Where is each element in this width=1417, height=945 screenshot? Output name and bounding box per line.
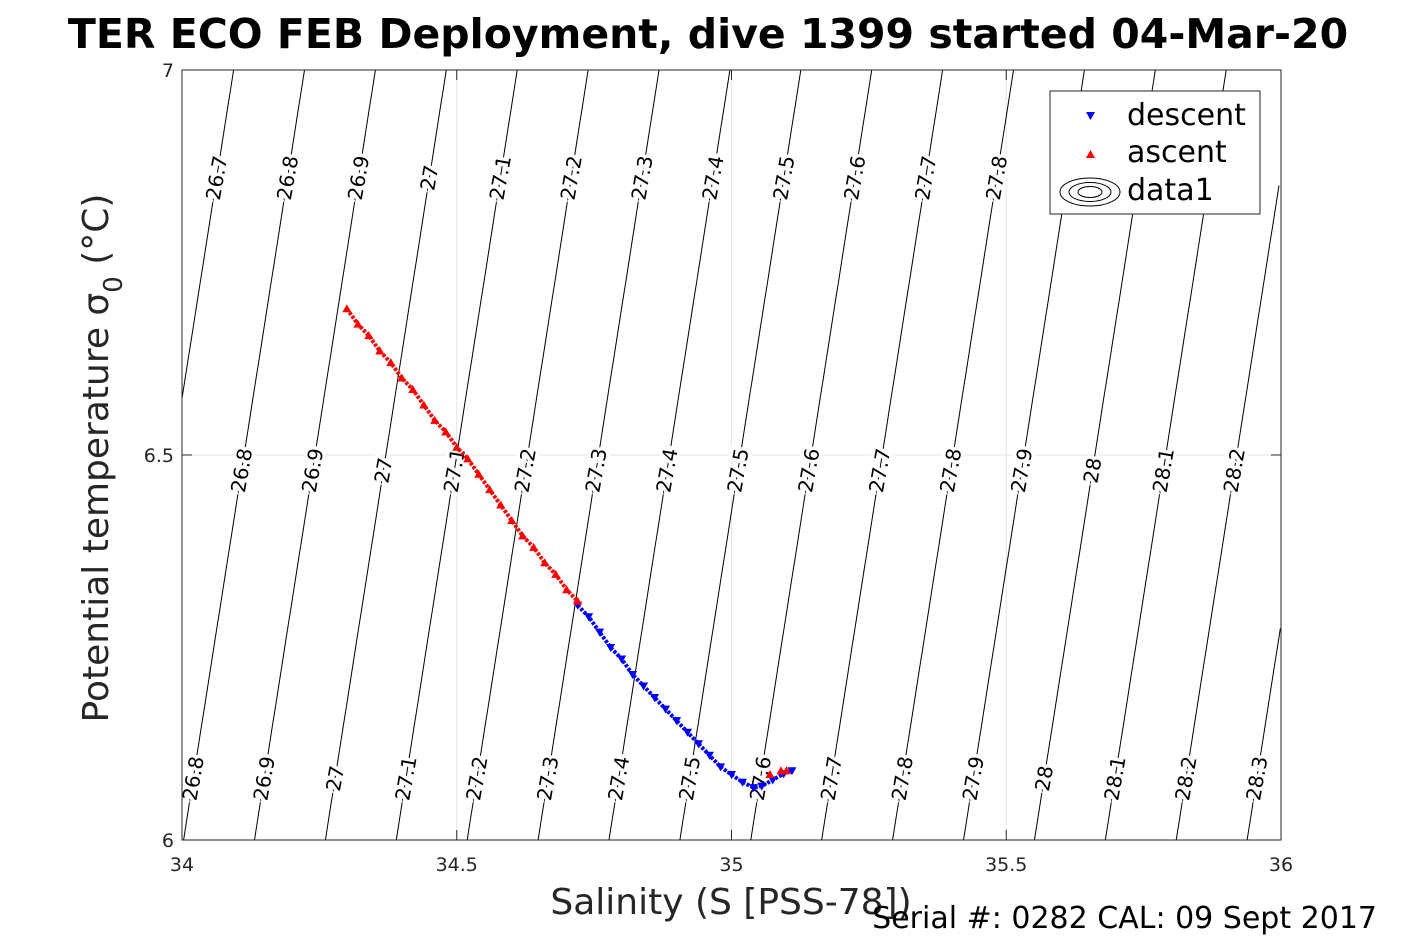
contour-label-27.4: 27.4 [651,446,682,494]
contour-line-27.6 [750,69,873,841]
contour-label-27.9: 27.9 [1006,446,1037,494]
contour-label-27: 27 [415,163,443,192]
contour-label-26.8: 26.8 [272,154,303,202]
contour-label-27.3: 27.3 [580,446,611,494]
x-tick-label-0: 34 [170,854,194,876]
chart-title: TER ECO FEB Deployment, dive 1399 starte… [68,10,1348,58]
contour-line-28.3 [1246,628,1281,841]
contour-line-27.4 [608,69,731,841]
legend-descent-marker [1086,112,1095,120]
contour-line-27.7 [821,69,944,841]
contour-line-27.1 [395,69,518,841]
ascent-track [345,307,580,603]
x-axis-label: Salinity (S [PSS-78]) [550,882,911,923]
legend-contour-icon [1059,177,1121,207]
contour-line-27.8 [892,69,1014,841]
legend-descent-label: descent [1127,98,1246,133]
ascent-point-22 [765,770,775,779]
contour-label-27.4: 27.4 [603,754,634,802]
contour-label-26.8: 26.8 [226,446,257,494]
contour-label-28: 28 [1030,764,1058,793]
contour-label-27.2: 27.2 [555,154,586,202]
x-tick-label-2: 35 [719,854,743,876]
contour-label-27: 27 [369,456,397,485]
ascent-point-24 [781,766,791,775]
contour-label-27.1: 27.1 [439,446,470,494]
contour-label-26.9: 26.9 [297,446,328,494]
contour-label-26.9: 26.9 [248,754,279,802]
contour-label-28: 28 [1078,456,1106,485]
descent-track [576,603,793,790]
legend-data1-label: data1 [1127,173,1214,208]
contour-label-26.9: 26.9 [343,154,374,202]
legend-box [1049,90,1261,215]
contour-label-27.5: 27.5 [674,754,705,802]
y-axis-label-unit: (°C) [76,194,117,277]
contour-label-27.8: 27.8 [887,754,918,802]
contour-line-26.7 [181,69,235,398]
y-axis-label: Potential temperature σ0 (°C) [76,194,129,723]
contour-line-27 [324,69,447,841]
y-tick-label-1: 6.5 [144,445,174,467]
contour-label-27.3: 27.3 [532,754,563,802]
contour-label-28.1: 28.1 [1099,754,1130,802]
contour-label-28.2: 28.2 [1219,446,1250,494]
contour-label-27.5: 27.5 [722,446,753,494]
contour-label-27.7: 27.7 [816,754,847,802]
legend-ascent-marker [1086,150,1095,158]
y-tick-label-2: 7 [162,60,174,82]
axis-ticks: 34 34.5 35 35.5 36 6 6.5 7 [144,60,1293,876]
contour-line-26.9 [254,69,376,841]
x-tick-label-1: 34.5 [436,854,478,876]
contour-line-27.5 [679,69,802,841]
contour-label-27.2: 27.2 [461,754,492,802]
footer-serial-cal: Serial #: 0282 CAL: 09 Sept 2017 [872,901,1377,936]
density-contours [181,69,1281,841]
contour-label-26.7: 26.7 [201,154,232,202]
contour-label-27.6: 27.6 [793,446,824,494]
contour-line-26.8 [183,69,305,841]
contour-label-28.1: 28.1 [1148,446,1179,494]
contour-label-28.3: 28.3 [1241,754,1272,802]
x-tick-label-3: 35.5 [985,854,1027,876]
contour-label-27.1: 27.1 [390,754,421,802]
ascent-point-21 [573,596,583,605]
contour-label-27.7: 27.7 [910,154,941,202]
contour-label-27.6: 27.6 [839,154,870,202]
contour-label-27.8: 27.8 [935,446,966,494]
contour-label-28.2: 28.2 [1170,754,1201,802]
contour-label-27.3: 27.3 [626,154,657,202]
contour-label-27.4: 27.4 [697,154,728,202]
y-axis-label-subscript: 0 [99,276,129,293]
contour-label-27.8: 27.8 [981,154,1012,202]
contour-line-28.2 [1175,185,1280,841]
data-series [342,304,797,793]
x-tick-label-4: 36 [1269,854,1293,876]
contour-line-27.3 [537,69,660,841]
contour-labels: 26.7 26.8 26.9 27 27.1 27.2 27.3 27.4 27.5 27.6 27… [174,150,1276,806]
y-tick-label-0: 6 [162,830,174,852]
contour-label-27: 27 [321,764,349,793]
contour-label-27.7: 27.7 [864,446,895,494]
contour-label-27.2: 27.2 [510,446,541,494]
legend: descent ascent data1 [1049,90,1261,215]
contour-label-27.1: 27.1 [485,154,516,202]
contour-line-27.2 [466,69,589,841]
contour-label-27.5: 27.5 [768,154,799,202]
y-axis-label-main: Potential temperature σ [76,293,117,723]
legend-ascent-label: ascent [1127,135,1227,170]
contour-label-27.9: 27.9 [958,754,989,802]
